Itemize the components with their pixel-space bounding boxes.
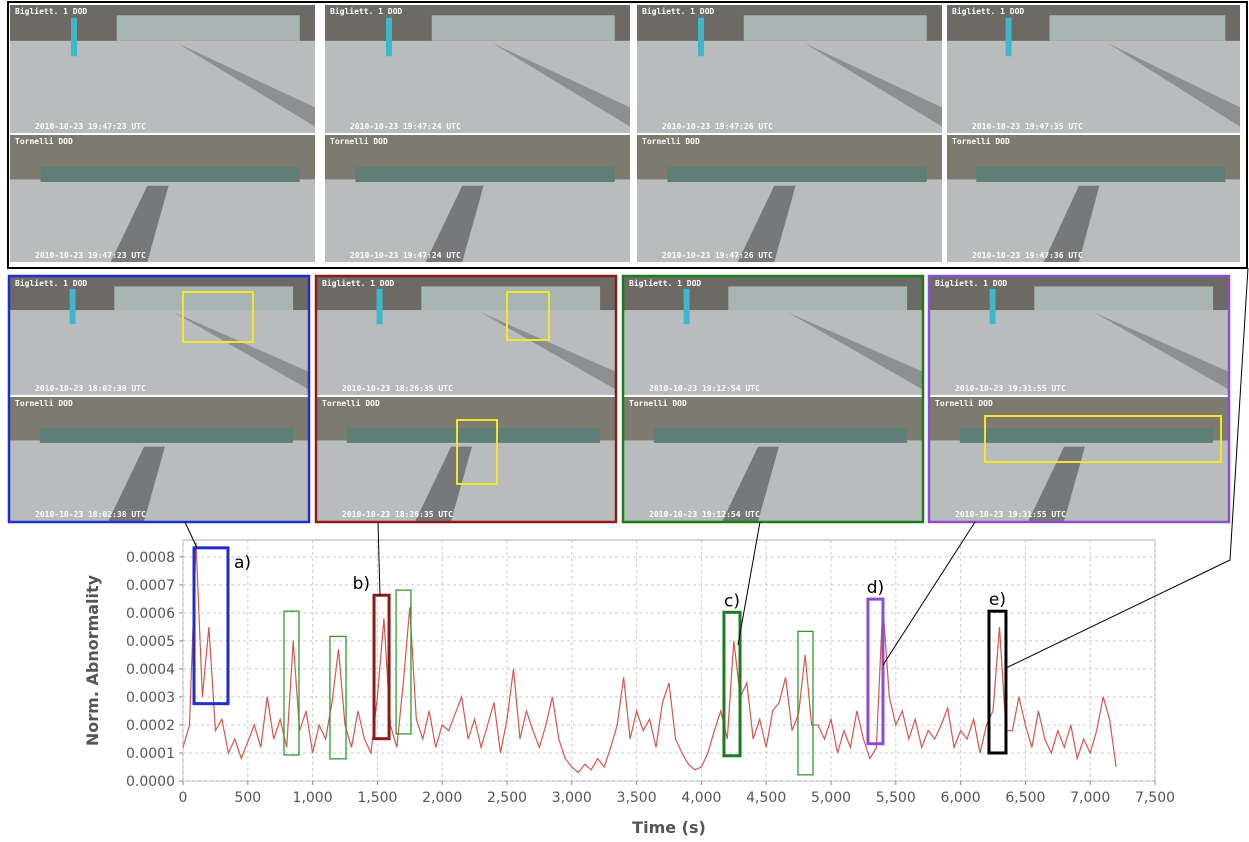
wall-panel [1034, 286, 1213, 310]
x-tick-label: 4,000 [681, 790, 721, 806]
figure: Bigliett. 1 DOD 2010-10-23 19:47:23 UTC To… [0, 0, 1249, 842]
timestamp: 2010-10-23 19:47:24 UTC [350, 122, 461, 131]
x-tick-label: 1,500 [357, 790, 397, 806]
ticket-machine [990, 289, 996, 324]
camera-label: Tornelli DOD [15, 136, 73, 146]
x-tick-label: 7,500 [1135, 790, 1175, 806]
timestamp: 2010-10-23 19:47:26 UTC [662, 122, 773, 131]
timestamp: 2010-10-23 19:12:54 UTC [649, 384, 760, 393]
camera-label: Bigliett. 1 DOD [952, 6, 1024, 16]
camera-label: Bigliett. 1 DOD [629, 278, 701, 288]
timestamp: 2010-10-23 19:47:36 UTC [972, 251, 1083, 260]
x-tick-label: 4,500 [746, 790, 786, 806]
timestamp: 2010-10-23 19:12:54 UTC [649, 510, 760, 519]
x-tick-label: 1,000 [293, 790, 333, 806]
y-tick-label: 0.0005 [126, 634, 175, 650]
annotation-label: a) [234, 553, 251, 573]
gates [654, 428, 907, 443]
x-tick-label: 5,000 [811, 790, 851, 806]
y-tick-label: 0.0007 [126, 578, 175, 594]
timestamp: 2010-10-23 19:47:35 UTC [972, 122, 1083, 131]
timestamp: 2010-10-23 18:02:38 UTC [35, 384, 146, 393]
annotation-label: e) [989, 590, 1006, 610]
gates [41, 167, 300, 182]
x-tick-label: 6,500 [1005, 790, 1045, 806]
camera-label: Tornelli DOD [935, 398, 993, 408]
x-tick-label: 2,500 [487, 790, 527, 806]
camera-label: Bigliett. 1 DOD [15, 278, 87, 288]
annotation-label: c) [724, 591, 740, 611]
y-axis-label: Norm. Abnormality [83, 574, 102, 746]
y-tick-label: 0.0008 [126, 550, 175, 566]
ticket-machine [377, 289, 383, 324]
annotation-label: b) [353, 574, 370, 594]
wall-panel [432, 15, 615, 41]
timestamp: 2010-10-23 18:26:35 UTC [342, 510, 453, 519]
camera-label: Bigliett. 1 DOD [322, 278, 394, 288]
ticket-machine [698, 18, 704, 56]
camera-label: Tornelli DOD [15, 398, 73, 408]
timestamp: 2010-10-23 18:26:35 UTC [342, 384, 453, 393]
camera-label: Bigliett. 1 DOD [935, 278, 1007, 288]
camera-label: Tornelli DOD [629, 398, 687, 408]
wall-panel [114, 286, 293, 310]
x-axis-label: Time (s) [632, 818, 706, 837]
y-tick-label: 0.0003 [126, 690, 175, 706]
timestamp: 2010-10-23 19:47:26 UTC [662, 251, 773, 260]
camera-label: Tornelli DOD [322, 398, 380, 408]
gates [668, 167, 927, 182]
x-tick-label: 3,500 [617, 790, 657, 806]
ticket-machine [684, 289, 690, 324]
wall-panel [117, 15, 300, 41]
y-tick-label: 0.0004 [126, 662, 175, 678]
timestamp: 2010-10-23 18:02:38 UTC [35, 510, 146, 519]
x-tick-label: 3,000 [552, 790, 592, 806]
ticket-machine [386, 18, 392, 56]
x-tick-label: 2,000 [422, 790, 462, 806]
wall-panel [728, 286, 907, 310]
timestamp: 2010-10-23 19:31:55 UTC [955, 384, 1066, 393]
gates [356, 167, 615, 182]
ticket-machine [71, 18, 77, 56]
y-tick-label: 0.0000 [126, 774, 175, 790]
annotation-label: d) [867, 578, 884, 598]
x-tick-label: 5,500 [876, 790, 916, 806]
page: Bigliett. 1 DOD 2010-10-23 19:47:23 UTC To… [0, 0, 1249, 842]
camera-label: Tornelli DOD [642, 136, 700, 146]
camera-label: Bigliett. 1 DOD [330, 6, 402, 16]
camera-label: Tornelli DOD [952, 136, 1010, 146]
timestamp: 2010-10-23 19:47:23 UTC [35, 251, 146, 260]
timestamp: 2010-10-23 19:31:55 UTC [955, 510, 1066, 519]
gates [960, 428, 1213, 443]
gates [976, 167, 1225, 182]
y-tick-label: 0.0006 [126, 606, 175, 622]
x-tick-label: 6,000 [941, 790, 981, 806]
plot-area [183, 540, 1155, 781]
wall-panel [744, 15, 927, 41]
camera-label: Tornelli DOD [330, 136, 388, 146]
wall-panel [421, 286, 600, 310]
x-tick-label: 0 [179, 790, 188, 806]
wall-panel [1050, 15, 1226, 41]
ticket-machine [70, 289, 76, 324]
ticket-machine [1006, 18, 1012, 56]
timestamp: 2010-10-23 19:47:24 UTC [350, 251, 461, 260]
x-tick-label: 7,000 [1070, 790, 1110, 806]
x-tick-label: 500 [234, 790, 261, 806]
camera-label: Bigliett. 1 DOD [15, 6, 87, 16]
gates [40, 428, 293, 443]
gates [347, 428, 600, 443]
camera-label: Bigliett. 1 DOD [642, 6, 714, 16]
y-tick-label: 0.0001 [126, 746, 175, 762]
timestamp: 2010-10-23 19:47:23 UTC [35, 122, 146, 131]
y-tick-label: 0.0002 [126, 718, 175, 734]
